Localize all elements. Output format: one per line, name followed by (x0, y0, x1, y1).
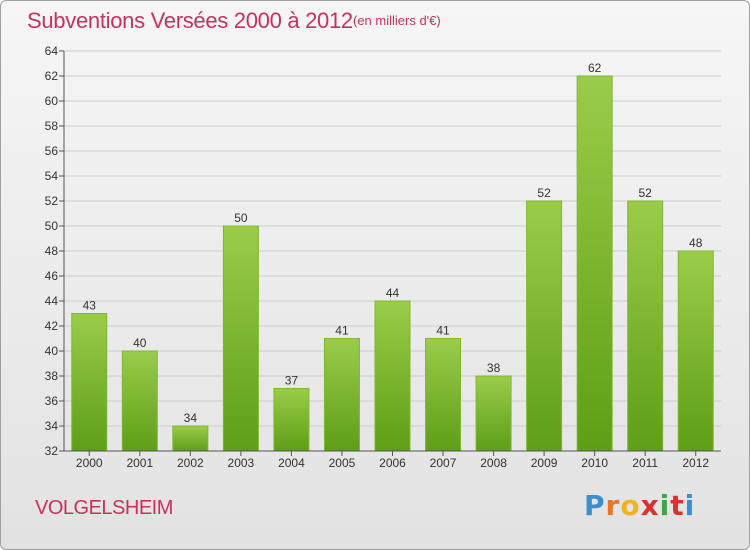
y-tick-label: 40 (45, 344, 59, 358)
y-tick-label: 36 (45, 394, 59, 408)
x-tick-label: 2000 (76, 456, 103, 470)
chart-title: Subventions Versées 2000 à 2012 (27, 8, 353, 33)
y-tick-label: 64 (45, 44, 59, 58)
x-tick-label: 2012 (682, 456, 709, 470)
bar-2006 (374, 300, 411, 452)
bar-2000 (71, 313, 108, 452)
data-label: 38 (487, 361, 501, 375)
logo-letter: r (605, 489, 621, 522)
data-label: 48 (689, 236, 703, 250)
bar-2002 (172, 425, 209, 452)
proxiti-logo: Proxiti (584, 489, 695, 522)
logo-letter: t (670, 489, 685, 522)
bar-2007 (425, 338, 462, 452)
y-tick-label: 62 (45, 69, 59, 83)
logo-letter: i (659, 489, 671, 522)
y-tick-label: 54 (45, 169, 59, 183)
bar-2001 (121, 350, 158, 452)
y-tick-labels: 32 34 36 38 40 42 44 46 48 50 52 54 56 58 60 62 64 (45, 44, 59, 458)
data-label: 40 (133, 336, 147, 350)
y-tick-label: 32 (45, 444, 59, 458)
bar-2011 (627, 200, 664, 452)
data-label: 37 (285, 374, 299, 388)
axes (63, 51, 721, 456)
y-tick-label: 42 (45, 319, 59, 333)
logo-letter: o (620, 489, 641, 522)
data-label: 41 (436, 324, 450, 338)
bar-2003 (222, 225, 259, 452)
y-tick-label: 52 (45, 194, 59, 208)
bar-2008 (475, 375, 512, 452)
y-tick-label: 46 (45, 269, 59, 283)
logo-letter: P (584, 489, 606, 522)
y-tick-label: 56 (45, 144, 59, 158)
y-tick-label: 60 (45, 94, 59, 108)
logo-letter: i (684, 489, 696, 522)
data-labels: 43 40 34 50 37 41 44 41 38 52 62 52 48 (83, 61, 703, 425)
data-label: 34 (184, 411, 198, 425)
x-tick-label: 2003 (228, 456, 255, 470)
bar-2005 (323, 338, 360, 452)
x-tick-label: 2008 (480, 456, 507, 470)
data-label: 52 (537, 186, 551, 200)
x-tick-label: 2007 (430, 456, 457, 470)
data-label: 50 (234, 211, 248, 225)
x-tick-labels: 2000 2001 2002 2003 2004 2005 2006 2007 2008 2009… (76, 456, 709, 470)
x-tick-label: 2001 (126, 456, 153, 470)
x-tick-label: 2006 (379, 456, 406, 470)
bar-2012 (677, 250, 714, 452)
y-tick-label: 58 (45, 119, 59, 133)
x-tick-label: 2009 (531, 456, 558, 470)
y-tick-label: 44 (45, 294, 59, 308)
x-tick-label: 2002 (177, 456, 204, 470)
data-label: 62 (588, 61, 602, 75)
data-label: 41 (335, 324, 349, 338)
y-tick-label: 48 (45, 244, 59, 258)
data-label: 44 (386, 286, 400, 300)
bar-2004 (273, 388, 310, 452)
y-tick-label: 38 (45, 369, 59, 383)
place-name: VOLGELSHEIM (35, 497, 173, 519)
bars (71, 75, 714, 452)
x-tick-label: 2011 (632, 456, 658, 470)
y-tick-label: 50 (45, 219, 59, 233)
chart-unit: (en milliers d'€) (353, 13, 441, 28)
data-label: 52 (639, 186, 653, 200)
bar-2009 (526, 200, 563, 452)
x-tick-label: 2004 (278, 456, 305, 470)
logo-letter: x (640, 489, 660, 522)
bar-2010 (576, 75, 613, 452)
data-label: 43 (83, 299, 97, 313)
x-tick-label: 2005 (329, 456, 356, 470)
x-tick-label: 2010 (581, 456, 608, 470)
y-tick-label: 34 (45, 419, 59, 433)
